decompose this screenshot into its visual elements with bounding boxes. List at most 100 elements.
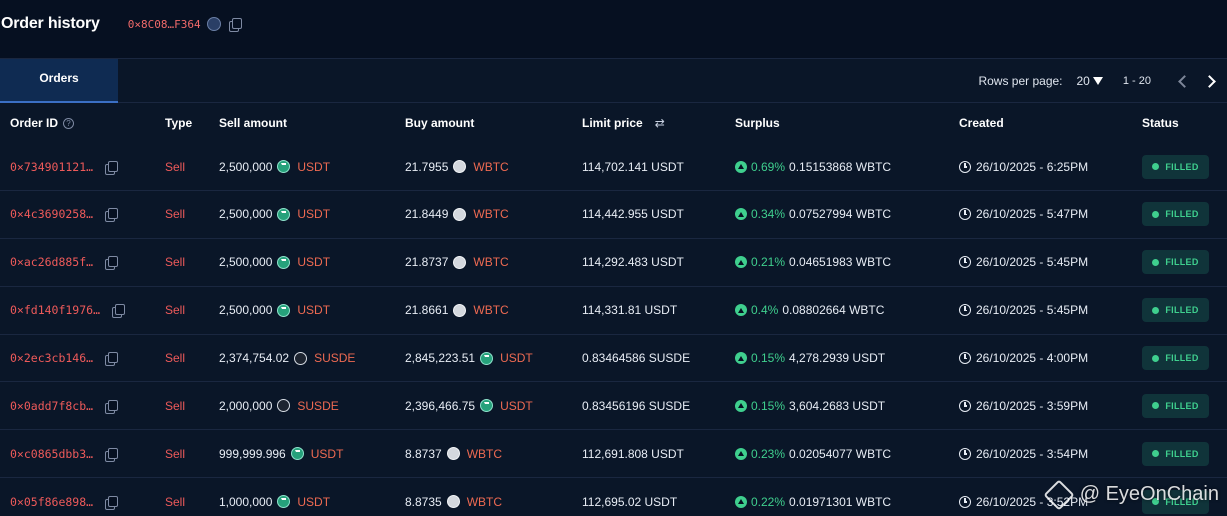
- sell-token-symbol[interactable]: SUSDE: [314, 351, 356, 366]
- table-row[interactable]: 0×ac26d885f… Sell 2,500,000 USDT 21.8737…: [0, 239, 1227, 287]
- table-row[interactable]: 0×c0865dbb3… Sell 999,999.996 USDT 8.873…: [0, 430, 1227, 479]
- copy-address-icon[interactable]: [228, 18, 242, 32]
- sell-token-symbol[interactable]: SUSDE: [297, 398, 339, 413]
- status-cell: FILLED: [1142, 430, 1209, 477]
- sell-token-symbol[interactable]: USDT: [297, 207, 331, 222]
- buy-token-symbol[interactable]: USDT: [500, 398, 533, 413]
- sell-amount: 2,500,000: [219, 159, 273, 174]
- sell-token-symbol[interactable]: USDT: [310, 446, 344, 461]
- created-time: 26/10/2025 - 5:45PM: [976, 255, 1089, 270]
- order-id-cell: 0×05f86e898…: [10, 478, 119, 516]
- order-id-link[interactable]: 0×4c3690258…: [10, 207, 94, 222]
- explorer-globe-icon[interactable]: [206, 17, 221, 31]
- tab-orders[interactable]: Orders: [0, 58, 118, 103]
- status-badge: FILLED: [1142, 441, 1209, 466]
- table-row[interactable]: 0×0add7f8cb… Sell 2,000,000 SUSDE 2,396,…: [0, 382, 1227, 431]
- status-badge: FILLED: [1142, 202, 1209, 227]
- status-cell: FILLED: [1142, 287, 1209, 334]
- buy-token-icon: [453, 303, 467, 317]
- buy-token-symbol[interactable]: WBTC: [466, 494, 503, 509]
- copy-order-id-icon[interactable]: [105, 495, 119, 510]
- order-id-link[interactable]: 0×c0865dbb3…: [10, 446, 94, 461]
- surplus-percent-value: 0.15%: [751, 398, 786, 413]
- created-time: 26/10/2025 - 6:25PM: [976, 159, 1089, 174]
- order-type: Sell: [165, 255, 186, 270]
- wallet-address[interactable]: 0×8C08…F364: [127, 17, 201, 31]
- help-icon[interactable]: ?: [63, 117, 75, 129]
- orders-table-body: 0×734901121… Sell 2,500,000 USDT 21.7955…: [0, 143, 1227, 516]
- buy-token-symbol[interactable]: WBTC: [466, 446, 503, 461]
- created-cell: 26/10/2025 - 5:47PM: [959, 191, 1088, 238]
- sell-token-symbol[interactable]: USDT: [297, 303, 331, 318]
- buy-token-symbol[interactable]: WBTC: [473, 159, 509, 174]
- copy-order-id-icon[interactable]: [105, 208, 119, 223]
- sell-token-icon: [277, 303, 291, 317]
- status-text: FILLED: [1165, 496, 1199, 507]
- copy-order-id-icon[interactable]: [112, 304, 126, 319]
- table-row[interactable]: 0×734901121… Sell 2,500,000 USDT 21.7955…: [0, 143, 1227, 191]
- sell-amount: 1,000,000: [219, 494, 273, 509]
- buy-token-symbol[interactable]: WBTC: [473, 255, 509, 270]
- created-time: 26/10/2025 - 3:52PM: [976, 494, 1089, 509]
- surplus-percent-value: 0.15%: [751, 351, 786, 366]
- surplus-cell: 0.69% 0.15153868 WBTC: [735, 143, 891, 190]
- limit-price: 114,331.81 USDT: [582, 303, 678, 318]
- sell-token-icon: [277, 495, 291, 509]
- sell-amount: 2,500,000: [219, 255, 273, 270]
- order-id-link[interactable]: 0×fd140f1976…: [10, 303, 101, 318]
- sell-token-icon: [277, 399, 291, 413]
- copy-order-id-icon[interactable]: [105, 447, 119, 462]
- table-row[interactable]: 0×4c3690258… Sell 2,500,000 USDT 21.8449…: [0, 191, 1227, 239]
- buy-token-symbol[interactable]: USDT: [500, 351, 533, 366]
- copy-order-id-icon[interactable]: [105, 160, 119, 175]
- table-row[interactable]: 0×fd140f1976… Sell 2,500,000 USDT 21.866…: [0, 287, 1227, 335]
- status-cell: FILLED: [1142, 478, 1209, 516]
- clock-icon: [959, 352, 971, 365]
- copy-order-id-icon[interactable]: [105, 399, 119, 414]
- surplus-percent: 0.69%: [735, 160, 785, 174]
- sell-amount-cell: 999,999.996 USDT: [219, 430, 343, 477]
- watermark-text: @ EyeOnChain: [1079, 483, 1219, 505]
- header-created: Created: [959, 116, 1004, 130]
- status-cell: FILLED: [1142, 191, 1209, 238]
- order-type: Sell: [165, 207, 186, 222]
- sell-amount-cell: 2,500,000 USDT: [219, 239, 330, 286]
- header-limit-price: Limit price ⇄: [582, 116, 665, 130]
- header-type: Type: [165, 116, 193, 130]
- sell-amount: 2,374,754.02: [219, 351, 290, 366]
- previous-page-button[interactable]: [1167, 66, 1197, 96]
- created-cell: 26/10/2025 - 3:59PM: [959, 382, 1088, 429]
- order-id-link[interactable]: 0×734901121…: [10, 159, 94, 174]
- table-row[interactable]: 0×2ec3cb146… Sell 2,374,754.02 SUSDE 2,8…: [0, 335, 1227, 383]
- table-row[interactable]: 0×05f86e898… Sell 1,000,000 USDT 8.8735 …: [0, 478, 1227, 516]
- status-cell: FILLED: [1142, 335, 1209, 382]
- copy-order-id-icon[interactable]: [105, 256, 119, 271]
- page-title: Order history: [1, 15, 100, 32]
- sell-token-symbol[interactable]: USDT: [297, 255, 331, 270]
- sell-token-icon: [277, 160, 291, 173]
- header-sell-amount: Sell amount: [219, 116, 288, 130]
- buy-token-symbol[interactable]: WBTC: [473, 207, 509, 222]
- buy-token-symbol[interactable]: WBTC: [473, 303, 509, 318]
- tab-bar: Orders Rows per page: 20 1 - 20: [0, 58, 1227, 103]
- next-page-button[interactable]: [1197, 66, 1227, 96]
- chevron-right-icon: [1202, 74, 1216, 88]
- surplus-percent: 0.34%: [735, 207, 785, 221]
- created-time: 26/10/2025 - 5:45PM: [976, 303, 1089, 318]
- copy-order-id-icon[interactable]: [105, 352, 119, 367]
- sell-token-symbol[interactable]: USDT: [297, 494, 331, 509]
- arrow-up-icon: [735, 256, 747, 269]
- order-id-link[interactable]: 0×2ec3cb146…: [10, 351, 94, 366]
- clock-icon: [959, 495, 971, 508]
- sell-token-symbol[interactable]: USDT: [297, 159, 331, 174]
- status-cell: FILLED: [1142, 239, 1209, 286]
- order-id-link[interactable]: 0×ac26d885f…: [10, 255, 94, 270]
- clock-icon: [959, 256, 971, 269]
- arrow-up-icon: [735, 304, 747, 317]
- order-id-link[interactable]: 0×0add7f8cb…: [10, 398, 94, 413]
- order-type: Sell: [165, 398, 186, 413]
- surplus-cell: 0.21% 0.04651983 WBTC: [735, 239, 891, 286]
- order-id-link[interactable]: 0×05f86e898…: [10, 494, 94, 509]
- swap-direction-icon[interactable]: ⇄: [654, 116, 665, 130]
- rows-per-page-select[interactable]: 20: [1077, 74, 1103, 88]
